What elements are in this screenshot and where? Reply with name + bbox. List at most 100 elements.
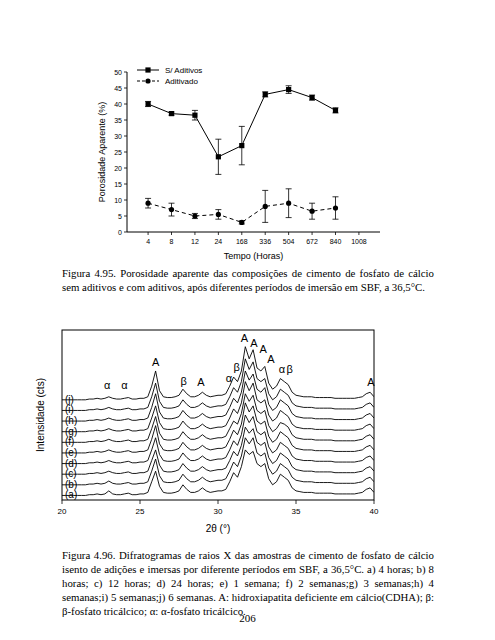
diffractogram <box>62 371 374 421</box>
series-line <box>148 90 335 157</box>
y-tick-label: 30 <box>114 133 122 140</box>
diffractogram <box>62 359 374 411</box>
y-tick-label: 25 <box>114 149 122 156</box>
x-tick <box>241 232 242 235</box>
x-tick-label: 24 <box>214 238 222 245</box>
y-tick <box>124 120 127 121</box>
x-tick-label: 35 <box>292 507 301 516</box>
x-tick <box>218 232 219 235</box>
x-tick-label: 168 <box>236 238 248 245</box>
marker <box>145 201 150 206</box>
error-bar <box>332 197 338 219</box>
y-axis-label: Porosidade Aparente (%) <box>97 102 107 203</box>
error-cap <box>309 203 315 204</box>
y-tick-label: 15 <box>114 181 122 188</box>
peak-label: α <box>104 379 111 391</box>
series-labels: (a)(b)(c)(d)(e)(f)(g)(h)(i)(j) <box>65 394 77 501</box>
x-axis-label: Tempo (Horas) <box>224 251 284 261</box>
marker <box>239 143 244 148</box>
error-bar <box>286 189 292 218</box>
y-tick-label: 5 <box>118 213 122 220</box>
x-tick <box>374 500 375 504</box>
peak-label: A <box>152 356 160 368</box>
y-tick <box>124 168 127 169</box>
x-tick-label: 20 <box>58 507 67 516</box>
marker <box>263 204 268 209</box>
error-bar <box>309 95 315 100</box>
error-cap <box>262 190 268 191</box>
error-cap <box>215 209 221 210</box>
error-cap <box>145 208 151 209</box>
x-tick-label: 336 <box>259 238 271 245</box>
marker <box>145 101 150 106</box>
error-cap <box>192 110 198 111</box>
error-cap <box>332 196 338 197</box>
x-tick <box>62 500 63 504</box>
error-bar <box>332 108 338 113</box>
annotations: ααAβAαβAAAAαβA <box>104 332 375 391</box>
x-tick-label: 30 <box>214 507 223 516</box>
marker <box>169 207 174 212</box>
page-number: 206 <box>0 612 495 624</box>
error-bar <box>262 190 268 222</box>
x-tick-label: 1008 <box>351 238 367 245</box>
x-tick-label: 504 <box>283 238 295 245</box>
error-cap <box>145 198 151 199</box>
error-cap <box>239 164 245 165</box>
marker <box>192 213 197 218</box>
plot-area <box>145 86 338 225</box>
peak-label: α <box>279 363 286 375</box>
y-tick-label: 35 <box>114 117 122 124</box>
plot-frame <box>62 330 374 500</box>
error-cap <box>262 222 268 223</box>
error-cap <box>286 188 292 189</box>
error-cap <box>332 219 338 220</box>
page: 0510152025303540455048122416833650467284… <box>0 0 495 640</box>
peak-label: β <box>234 361 240 373</box>
series-label: (a) <box>65 489 77 500</box>
error-bar <box>169 112 175 115</box>
error-bar <box>309 203 315 219</box>
x-tick <box>148 232 149 235</box>
x-tick <box>312 232 313 235</box>
marker <box>263 92 268 97</box>
y-tick-label: 40 <box>114 101 122 108</box>
y-tick-label: 20 <box>114 165 122 172</box>
peak-label: A <box>197 376 205 388</box>
y-tick <box>124 216 127 217</box>
y-tick-label: 10 <box>114 197 122 204</box>
x-tick <box>288 232 289 235</box>
marker <box>309 209 314 214</box>
x-axis-label: 2θ (°) <box>206 523 231 534</box>
figure-caption: Figura 4.95. Porosidade aparente das com… <box>62 266 434 294</box>
error-cap <box>309 219 315 220</box>
error-bar <box>262 92 268 97</box>
peak-label: A <box>250 337 258 349</box>
peak-label: β <box>181 375 187 387</box>
x-tick <box>194 232 195 235</box>
marker <box>216 154 221 159</box>
diffractogram <box>62 403 374 453</box>
chart-porosity: 0510152025303540455048122416833650467284… <box>97 66 380 261</box>
diffractogram <box>62 450 374 496</box>
series-label: (h) <box>65 415 77 426</box>
plot-area <box>62 347 374 496</box>
y-tick <box>124 184 127 185</box>
marker <box>192 113 197 118</box>
marker <box>333 205 338 210</box>
error-bar <box>215 210 221 220</box>
error-bar <box>192 213 198 218</box>
error-cap <box>192 120 198 121</box>
error-cap <box>169 203 175 204</box>
error-cap <box>215 174 221 175</box>
peak-label: A <box>260 343 268 355</box>
legend: S/ AditivosAditivado <box>137 66 202 86</box>
y-tick-label: 45 <box>114 85 122 92</box>
marker <box>216 212 221 217</box>
marker <box>309 95 314 100</box>
error-bar <box>286 86 292 94</box>
x-tick <box>265 232 266 235</box>
error-cap <box>286 85 292 86</box>
series-label: (g) <box>65 426 77 437</box>
y-tick <box>124 152 127 153</box>
